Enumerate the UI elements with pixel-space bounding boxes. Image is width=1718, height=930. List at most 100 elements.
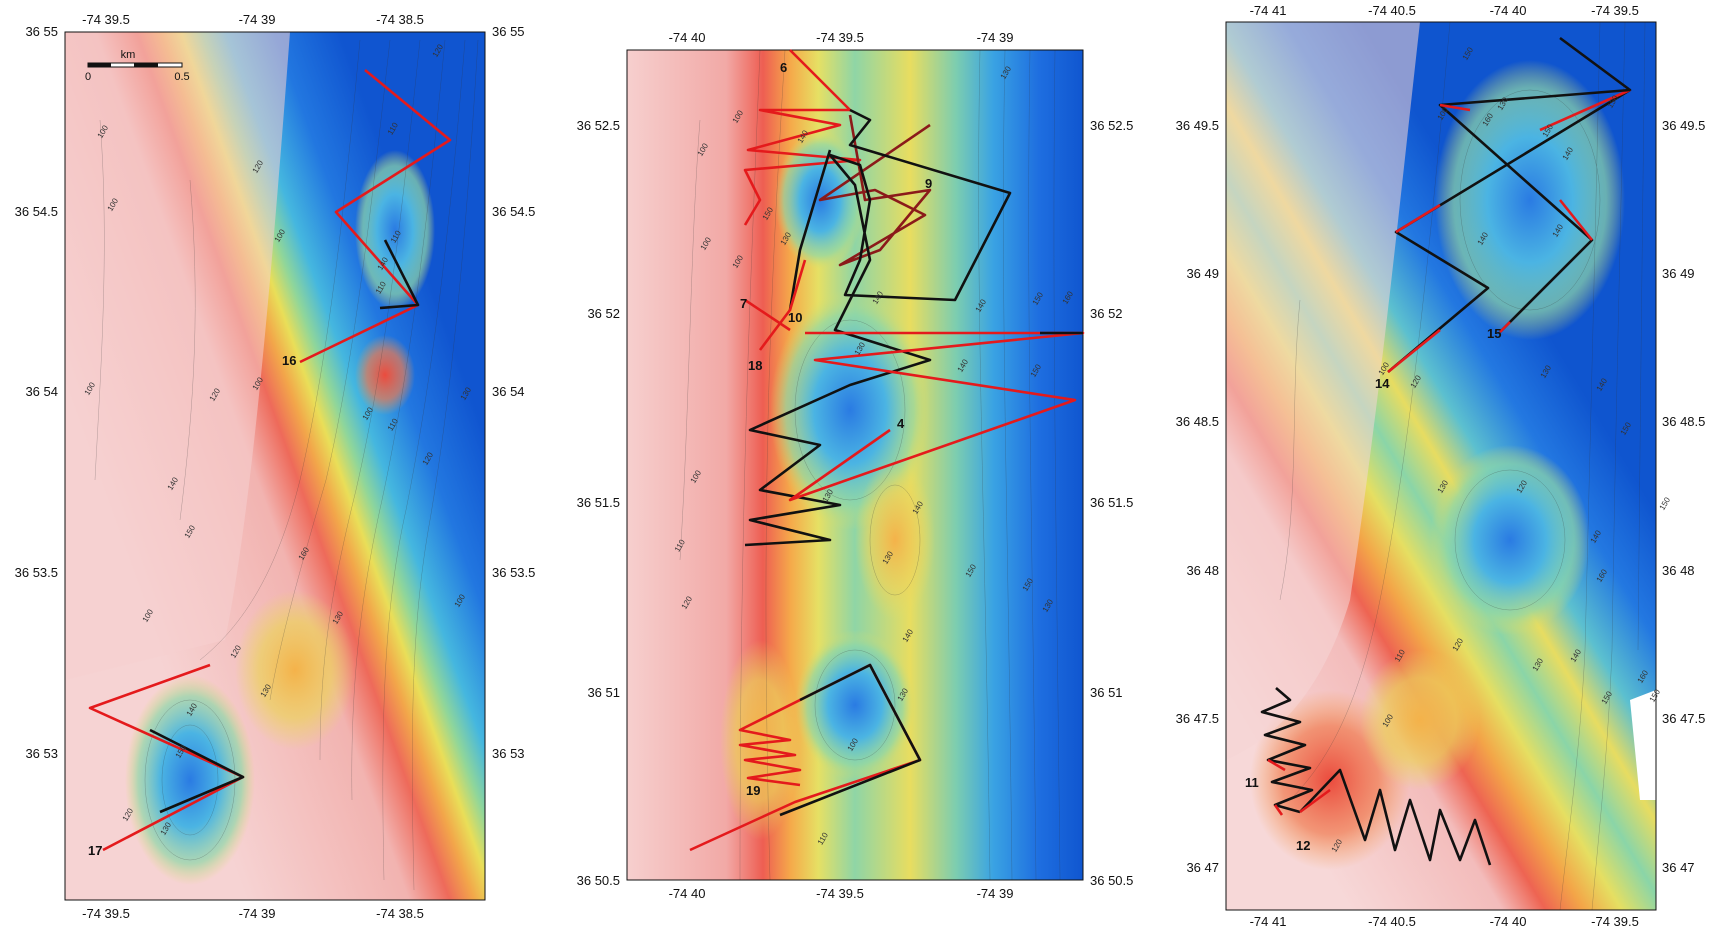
middle-top-tick: -74 40	[669, 30, 706, 45]
track-label-18: 18	[748, 358, 762, 373]
right-lat-tick-right: 36 48	[1662, 563, 1695, 578]
middle-lat-tick: 36 50.5	[577, 873, 620, 888]
middle-bottom-tick: -74 39	[977, 886, 1014, 901]
middle-lat-tick: 36 51	[587, 685, 620, 700]
middle-top-tick: -74 39	[977, 30, 1014, 45]
left-bottom-tick: -74 39.5	[82, 906, 130, 921]
track-label-11: 11	[1245, 775, 1259, 790]
middle-tracks	[689, 49, 1085, 852]
track-11-red	[1267, 758, 1286, 816]
track-18	[758, 259, 807, 351]
track-16	[299, 68, 452, 364]
track-12	[1299, 768, 1492, 866]
track-11	[1260, 687, 1314, 814]
middle-lat-tick-right: 36 50.5	[1090, 873, 1133, 888]
track-label-7: 7	[740, 296, 747, 311]
right-lat-tick-right: 36 49	[1662, 266, 1695, 281]
middle-lat-tick-right: 36 52	[1090, 306, 1123, 321]
right-top-tick: -74 39.5	[1591, 3, 1639, 18]
middle-lat-tick-right: 36 51.5	[1090, 495, 1133, 510]
contour-label: 150	[1658, 495, 1673, 512]
right-lat-tick-right: 36 48.5	[1662, 414, 1705, 429]
track-10	[788, 149, 832, 311]
track-4	[788, 331, 1085, 502]
middle-top-tick: -74 39.5	[816, 30, 864, 45]
left-lat-tick-right: 36 53.5	[492, 565, 535, 580]
track-label-12: 12	[1296, 838, 1310, 853]
track-6	[743, 49, 862, 226]
right-bottom-tick: -74 39.5	[1591, 914, 1639, 929]
track-label-9: 9	[925, 176, 932, 191]
scale-end: 0.5	[174, 71, 189, 83]
track-label-4: 4	[897, 416, 905, 431]
left-bottom-tick: -74 39	[239, 906, 276, 921]
right-bottom-tick: -74 40	[1490, 914, 1527, 929]
scale-start: 0	[85, 71, 91, 83]
scale-bar: km 0 0.5	[85, 49, 190, 83]
track-19-black	[779, 663, 922, 817]
right-bottom-tick: -74 41	[1250, 914, 1287, 929]
right-tracks	[1260, 36, 1632, 866]
left-tracks	[88, 68, 452, 852]
left-lat-tick: 36 54	[25, 384, 58, 399]
track-label-14: 14	[1375, 376, 1390, 391]
left-lat-tick: 36 53.5	[15, 565, 58, 580]
left-top-tick: -74 38.5	[376, 12, 424, 27]
right-lat-tick: 36 48	[1186, 563, 1219, 578]
left-lat-tick-right: 36 53	[492, 746, 525, 761]
left-bottom-tick: -74 38.5	[376, 906, 424, 921]
left-lat-tick: 36 53	[25, 746, 58, 761]
track-17-segment	[149, 728, 245, 814]
scale-unit: km	[121, 49, 136, 61]
track-15-red	[1439, 103, 1594, 333]
track-label-10: 10	[788, 310, 802, 325]
right-panel: 14 15 11 12 1501501001401501401601301401…	[1176, 3, 1706, 929]
right-lat-tick: 36 47.5	[1176, 711, 1219, 726]
track-16-segment	[379, 239, 420, 310]
left-lat-tick: 36 55	[25, 24, 58, 39]
left-lat-tick: 36 54.5	[15, 204, 58, 219]
track-14-red	[1387, 88, 1631, 374]
middle-lat-tick: 36 52	[587, 306, 620, 321]
right-seafloor-features	[1226, 22, 1656, 910]
track-label-16: 16	[282, 353, 296, 368]
middle-lat-tick-right: 36 52.5	[1090, 118, 1133, 133]
middle-lat-tick: 36 52.5	[577, 118, 620, 133]
right-top-tick: -74 41	[1250, 3, 1287, 18]
track-15	[1438, 88, 1631, 333]
left-top-tick: -74 39.5	[82, 12, 130, 27]
track-17	[88, 663, 245, 852]
right-lat-tick: 36 48.5	[1176, 414, 1219, 429]
middle-lat-tick: 36 51.5	[577, 495, 620, 510]
right-lat-tick-right: 36 49.5	[1662, 118, 1705, 133]
right-top-tick: -74 40	[1490, 3, 1527, 18]
left-axis-ticks: -74 39.5 -74 39 -74 38.5 -74 39.5 -74 39…	[15, 12, 536, 921]
track-label-15: 15	[1487, 326, 1501, 341]
track-12-red	[1299, 788, 1331, 814]
left-lat-tick-right: 36 54	[492, 384, 525, 399]
middle-bottom-tick: -74 39.5	[816, 886, 864, 901]
left-seafloor-features	[65, 32, 479, 891]
middle-bottom-tick: -74 40	[669, 886, 706, 901]
middle-axis-ticks: -74 40 -74 39.5 -74 39 -74 40 -74 39.5 -…	[577, 30, 1134, 901]
right-bottom-tick: -74 40.5	[1368, 914, 1416, 929]
middle-lat-tick-right: 36 51	[1090, 685, 1123, 700]
right-lat-tick: 36 49.5	[1176, 118, 1219, 133]
left-lat-tick-right: 36 55	[492, 24, 525, 39]
right-lat-tick: 36 49	[1186, 266, 1219, 281]
right-lat-tick-right: 36 47	[1662, 860, 1695, 875]
left-top-tick: -74 39	[239, 12, 276, 27]
track-7	[744, 298, 791, 332]
left-lat-tick-right: 36 54.5	[492, 204, 535, 219]
right-top-tick: -74 40.5	[1368, 3, 1416, 18]
track-label-6: 6	[780, 60, 787, 75]
right-lat-tick-right: 36 47.5	[1662, 711, 1705, 726]
track-9	[818, 114, 932, 267]
right-axis-ticks: -74 41 -74 40.5 -74 40 -74 39.5 -74 41 -…	[1176, 3, 1706, 929]
track-label-19: 19	[746, 783, 760, 798]
right-lat-tick: 36 47	[1186, 860, 1219, 875]
track-label-17: 17	[88, 843, 102, 858]
left-panel: km 0 0.5 16 17 1201101201001001101001401…	[15, 12, 536, 921]
